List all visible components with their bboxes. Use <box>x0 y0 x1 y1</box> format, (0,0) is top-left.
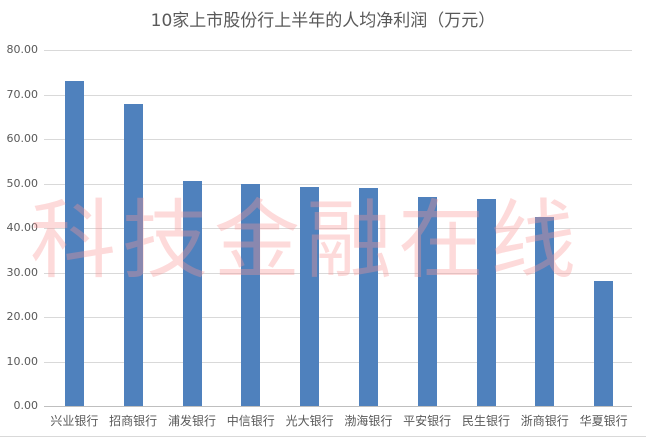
bar <box>535 216 555 406</box>
x-tick-label: 平安银行 <box>403 414 452 428</box>
y-tick-label: 80.00 <box>6 43 39 56</box>
x-tick-label: 浙商银行 <box>520 414 569 428</box>
gridline <box>44 139 632 140</box>
x-tick-label: 招商银行 <box>109 414 158 428</box>
y-tick-label: 50.00 <box>6 176 39 190</box>
chart-title: 10家上市股份行上半年的人均净利润（万元） <box>150 11 496 31</box>
gridline <box>44 183 632 185</box>
y-tick-label: 20.00 <box>6 310 39 323</box>
bar <box>300 187 320 406</box>
x-tick-label: 华夏银行 <box>579 414 628 428</box>
bar <box>182 180 202 406</box>
bottom-divider <box>0 436 646 437</box>
bar <box>64 81 84 406</box>
y-tick-label: 0.00 <box>13 399 39 412</box>
bar <box>476 199 496 406</box>
gridline <box>44 272 632 274</box>
y-tick-label: 30.00 <box>6 265 39 279</box>
y-tick-label: 60.00 <box>6 132 39 145</box>
x-tick-label: 中信银行 <box>226 414 275 428</box>
y-tick-label: 70.00 <box>6 87 39 101</box>
bar <box>358 187 378 406</box>
x-tick-label: 浦发银行 <box>167 414 216 428</box>
y-tick-label: 40.00 <box>6 221 39 234</box>
y-tick-label: 10.00 <box>6 354 39 368</box>
gridline <box>44 406 632 407</box>
bar <box>123 103 143 406</box>
gridline <box>44 94 632 96</box>
gridline <box>44 361 632 363</box>
gridline <box>44 50 632 51</box>
plot-area <box>44 50 632 407</box>
bar <box>241 183 261 406</box>
x-tick-label: 兴业银行 <box>50 414 99 428</box>
x-tick-label: 光大银行 <box>285 414 334 428</box>
x-tick-label: 渤海银行 <box>344 414 393 428</box>
bar <box>594 280 614 406</box>
x-tick-label: 民生银行 <box>461 414 510 428</box>
bar <box>417 196 437 406</box>
gridline <box>44 317 632 318</box>
gridline <box>44 228 632 229</box>
